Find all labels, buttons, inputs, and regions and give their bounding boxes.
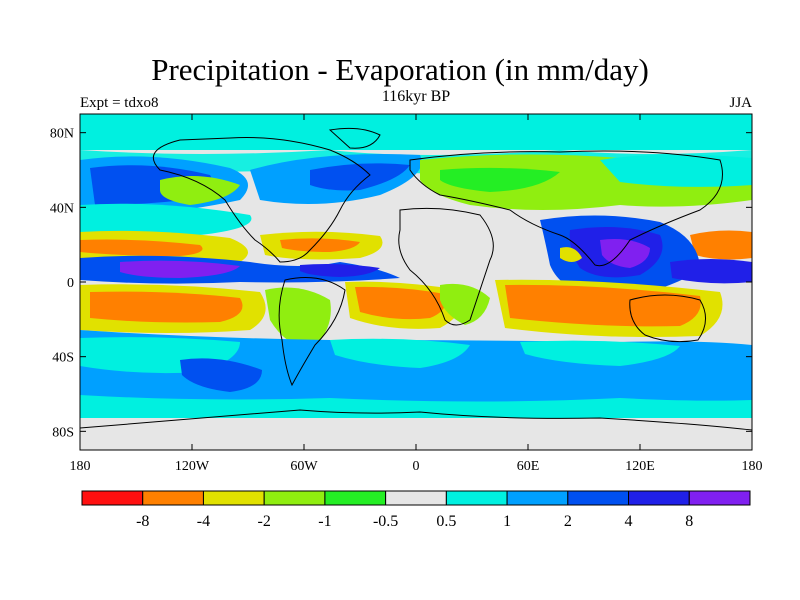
colorbar-swatch — [142, 490, 204, 506]
siberia-cyan — [600, 154, 752, 187]
s-indian-cyan — [520, 340, 680, 366]
pe-field — [80, 114, 752, 450]
x-tick-label: 120E — [625, 459, 655, 474]
colorbar-swatch — [385, 490, 447, 506]
y-tick-label: 0 — [67, 276, 74, 291]
sri-lanka-yellow — [560, 247, 582, 262]
y-tick-label: 80S — [52, 425, 74, 440]
africa-coast — [398, 207, 494, 326]
colorbar-label: 1 — [503, 513, 511, 530]
colorbar-label: -0.5 — [373, 513, 398, 530]
s-africa-green — [440, 283, 490, 325]
itcz-atlantic-core — [300, 264, 380, 277]
colorbar-label: -4 — [197, 513, 210, 530]
colorbar-swatch — [81, 490, 144, 506]
colorbar-swatch — [567, 490, 630, 506]
colorbar-swatch — [324, 490, 387, 506]
eurasia-core — [440, 167, 560, 192]
y-tick-label: 80N — [50, 127, 74, 142]
n-pacific-cyan — [80, 203, 252, 236]
antarctic-coastal-band — [80, 395, 752, 422]
colorbar-label: -8 — [136, 513, 149, 530]
eurasia-coast — [409, 150, 723, 267]
antarctica-coast — [80, 409, 752, 431]
colorbar-label: 4 — [625, 513, 633, 530]
s-america-green — [265, 287, 331, 350]
y-axis-ticks: 80N 40N 0 40S 80S — [50, 127, 752, 440]
colorbar-label: -2 — [258, 513, 271, 530]
season-label: JJA — [729, 95, 752, 111]
sahara-dry — [380, 208, 547, 259]
colorbar-label: -1 — [318, 513, 331, 530]
x-axis-ticks: 180 120W 60W 0 60E 120E 180 — [70, 114, 763, 474]
colorbar-swatch — [688, 490, 751, 506]
x-tick-label: 60E — [517, 459, 540, 474]
n-pacific-subtropics-orange — [80, 239, 203, 256]
y-tick-label: 40N — [50, 201, 74, 216]
colorbar: -8 -4 -2 -1 -0.5 0.5 1 2 4 8 — [81, 490, 751, 530]
se-pacific-orange — [90, 291, 243, 323]
experiment-label: Expt = tdxo8 — [80, 95, 159, 111]
s-atlantic-cyan — [330, 338, 470, 368]
x-tick-label: 60W — [290, 459, 318, 474]
n-atlantic-core — [310, 163, 410, 191]
x-tick-label: 180 — [742, 459, 763, 474]
colorbar-label: 0.5 — [436, 513, 456, 530]
x-tick-label: 180 — [70, 459, 91, 474]
plot-subtitle: 116kyr BP — [381, 88, 451, 105]
itcz-pacific-core — [120, 260, 240, 278]
colorbar-label: 2 — [564, 513, 572, 530]
x-tick-label: 0 — [413, 459, 420, 474]
w-pacific-warm-pool — [670, 259, 752, 284]
colorbar-label: 8 — [685, 513, 693, 530]
colorbar-swatch — [445, 490, 508, 506]
colorbar-swatch — [628, 490, 690, 506]
x-tick-label: 120W — [175, 459, 210, 474]
coastlines — [80, 127, 752, 431]
greenland-coast — [328, 127, 381, 149]
plot-title: Precipitation - Evaporation (in mm/day) — [151, 52, 649, 87]
colorbar-swatch — [506, 490, 569, 506]
s-atlantic-orange — [355, 286, 446, 320]
nw-pacific-orange — [690, 230, 752, 260]
colorbar-swatch — [202, 490, 265, 506]
s-pacific-core — [180, 358, 262, 392]
australia-coast — [629, 294, 706, 343]
south-america-coast — [278, 277, 346, 387]
colorbar-swatch — [263, 490, 326, 506]
n-america-green — [160, 176, 240, 205]
n-atlantic-subtropics-orange — [280, 238, 360, 252]
y-tick-label: 40S — [52, 351, 74, 366]
north-america-coast — [152, 137, 371, 263]
